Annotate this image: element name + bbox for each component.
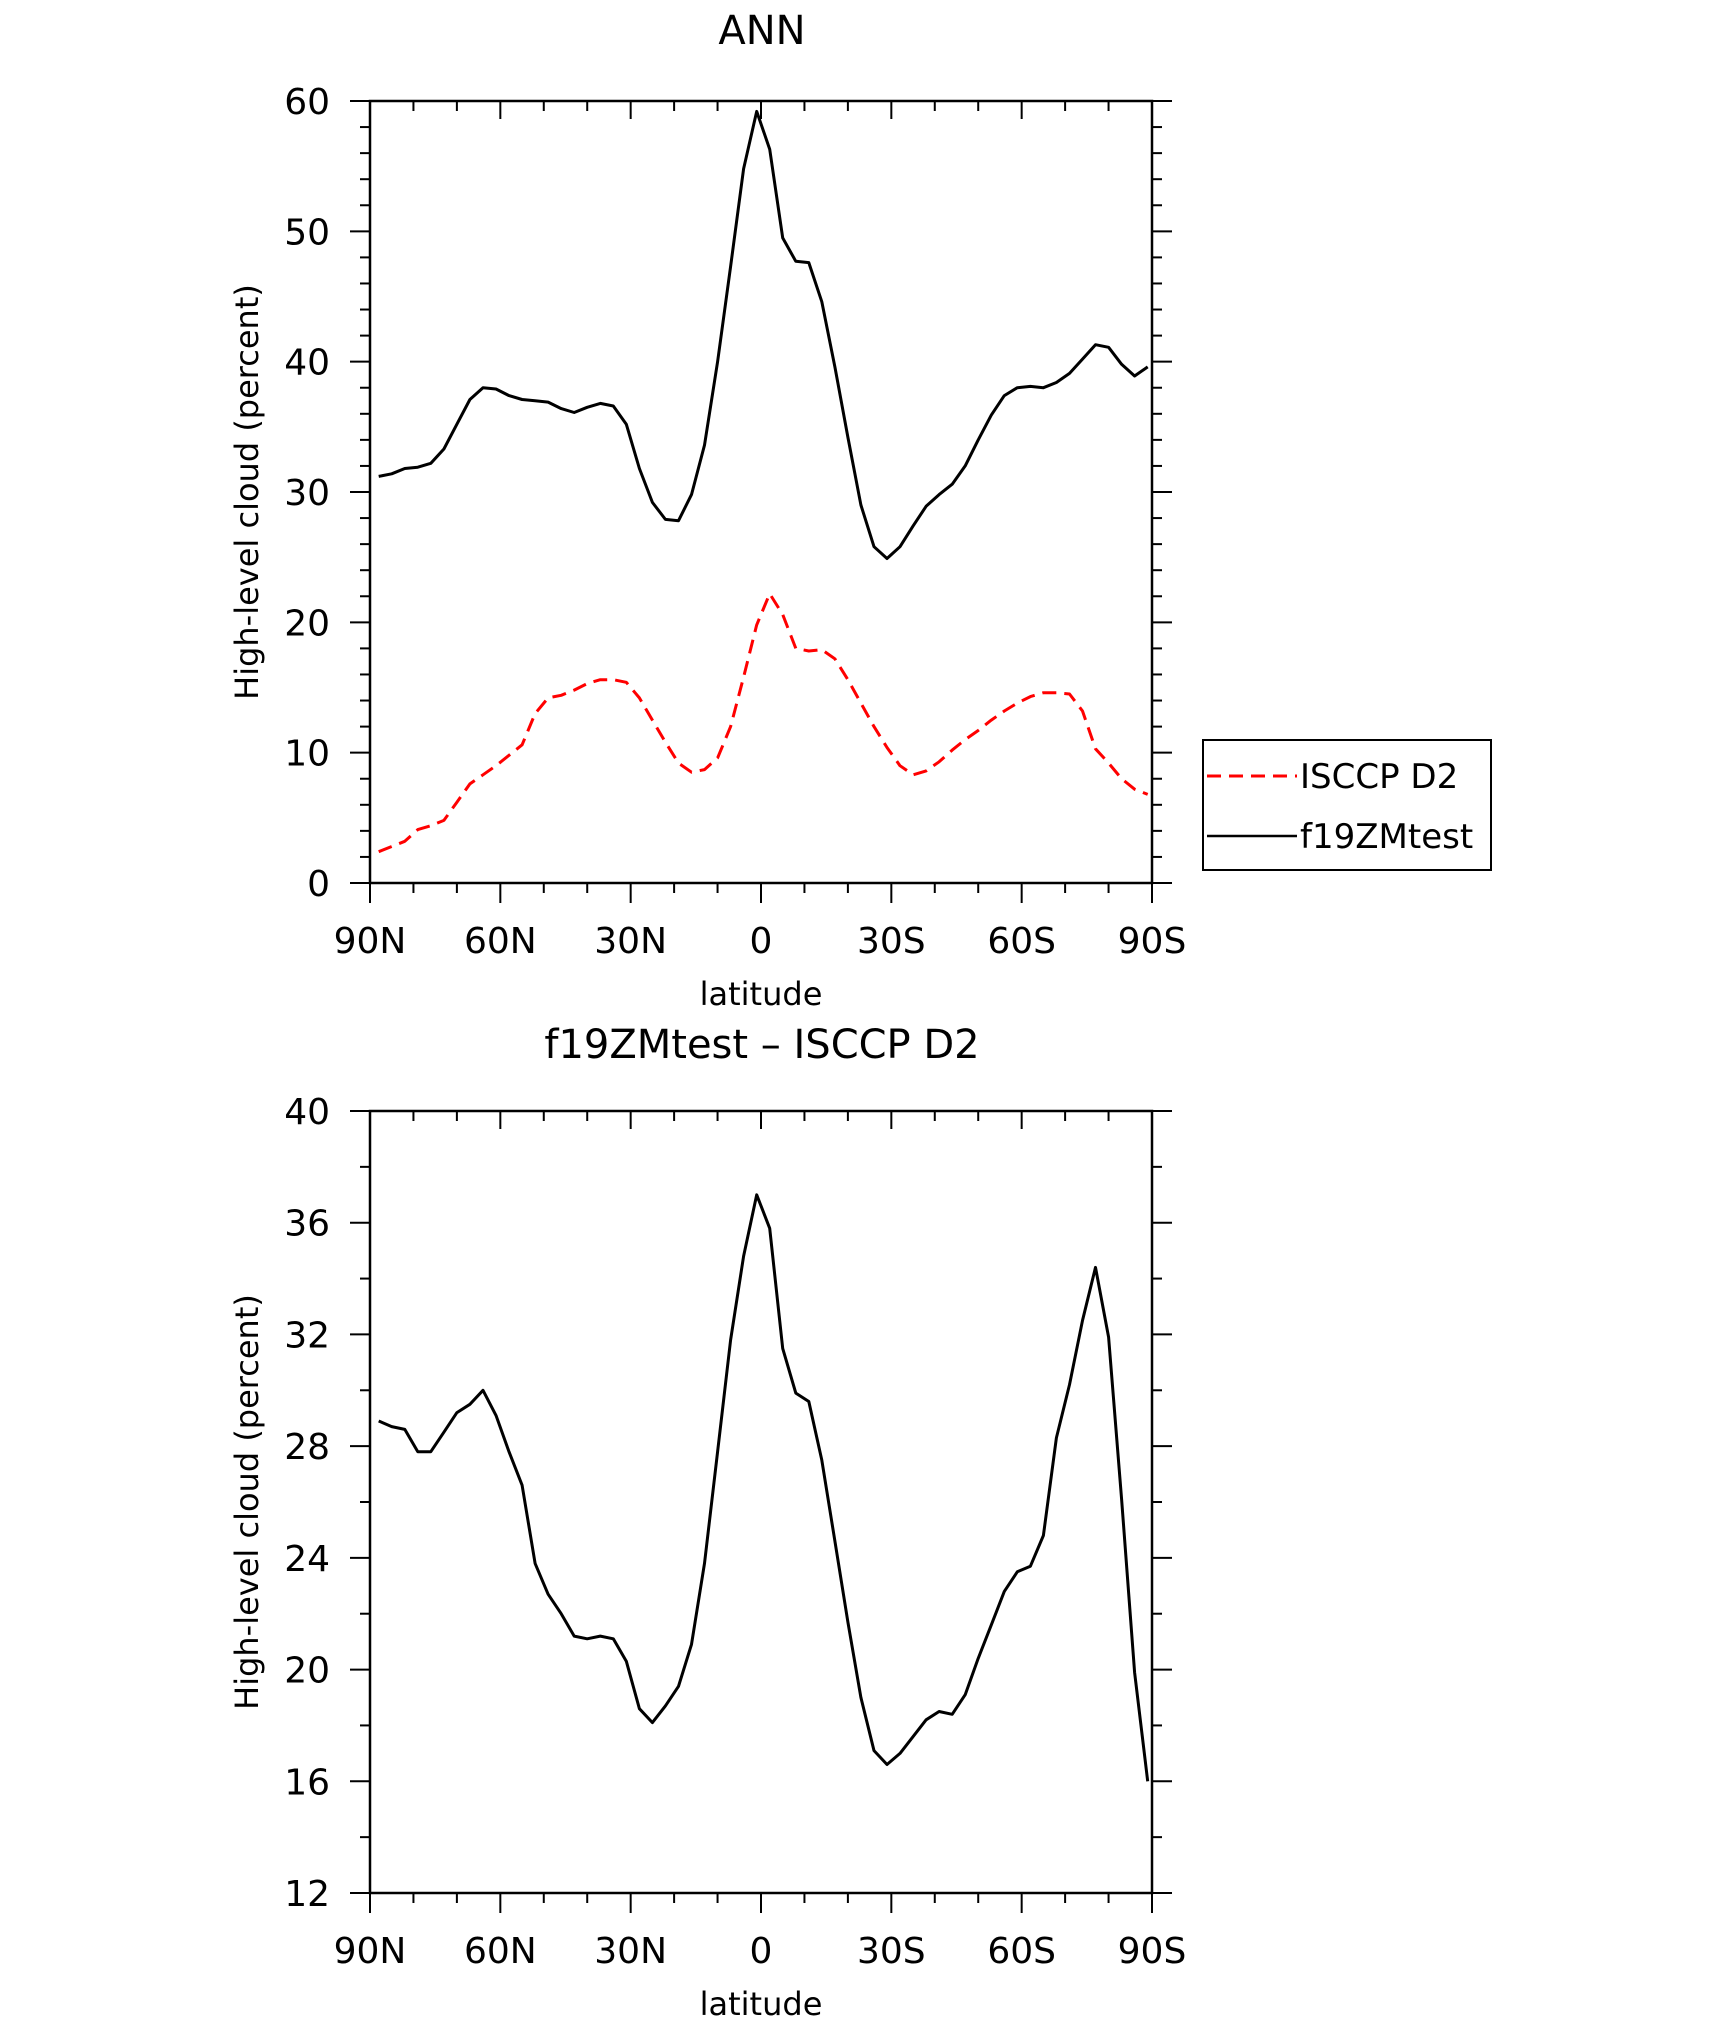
x-tick-label: 90S xyxy=(1118,921,1187,962)
bottom-y-axis-label: High-level cloud (percent) xyxy=(228,1294,266,1710)
top-axis-ticks xyxy=(350,100,1172,903)
y-tick-label: 24 xyxy=(284,1539,330,1580)
x-tick-label: 90N xyxy=(334,921,407,962)
top-plot-area xyxy=(378,109,1149,854)
top-y-axis-label: High-level cloud (percent) xyxy=(228,284,266,700)
x-tick-label: 90S xyxy=(1118,1931,1187,1972)
bottom-axis-ticks xyxy=(350,1110,1172,1913)
legend-box xyxy=(1202,739,1492,871)
top-chart-title: ANN xyxy=(718,8,805,54)
y-tick-label: 36 xyxy=(284,1204,330,1245)
bottom-plot-area xyxy=(378,1193,1150,1782)
y-tick-label: 30 xyxy=(284,473,330,514)
x-tick-label: 30S xyxy=(857,921,926,962)
x-tick-label: 30N xyxy=(594,1931,667,1972)
y-tick-label: 16 xyxy=(284,1762,330,1803)
x-tick-label: 30N xyxy=(594,921,667,962)
y-tick-label: 40 xyxy=(284,343,330,384)
bottom-series-line-0 xyxy=(378,1193,1150,1782)
x-tick-label: 30S xyxy=(857,1931,926,1972)
bottom-x-tick-labels: 90N 60N 30N 0 30S 60S 90S xyxy=(334,1931,1187,1972)
top-x-axis-label: latitude xyxy=(700,975,823,1013)
y-tick-label: 50 xyxy=(284,212,330,253)
top-y-tick-labels: 0 10 20 30 40 50 60 xyxy=(284,82,330,905)
y-tick-label: 20 xyxy=(284,1651,330,1692)
top-series-line-1 xyxy=(378,109,1149,560)
x-tick-label: 60N xyxy=(464,1931,537,1972)
top-panel: ANN 0 10 20 30 40 50 60 90N 60N 30N 0 30S 60S 90S la… xyxy=(228,8,1492,1013)
top-plot-frame xyxy=(368,99,1154,885)
x-tick-label: 0 xyxy=(750,921,773,962)
y-tick-label: 20 xyxy=(284,603,330,644)
x-tick-label: 60N xyxy=(464,921,537,962)
bottom-x-axis-label: latitude xyxy=(700,1985,823,2021)
x-tick-label: 0 xyxy=(750,1931,773,1972)
legend-f19-label: f19ZMtest xyxy=(1300,817,1473,857)
legend-isccp-label: ISCCP D2 xyxy=(1300,757,1458,797)
y-tick-label: 10 xyxy=(284,734,330,775)
y-tick-label: 12 xyxy=(284,1874,330,1915)
y-tick-label: 32 xyxy=(284,1315,330,1356)
bottom-y-tick-labels: 12 16 20 24 28 32 36 40 xyxy=(284,1092,330,1915)
y-tick-label: 40 xyxy=(284,1092,330,1133)
x-tick-label: 60S xyxy=(987,921,1056,962)
top-series-line-0 xyxy=(378,592,1149,854)
bottom-plot-frame xyxy=(368,1109,1154,1895)
x-tick-label: 90N xyxy=(334,1931,407,1972)
legend: ISCCP D2 f19ZMtest xyxy=(1202,739,1492,871)
top-x-tick-labels: 90N 60N 30N 0 30S 60S 90S xyxy=(334,921,1187,962)
bottom-panel: f19ZMtest – ISCCP D2 12 16 20 24 28 32 36 40 90… xyxy=(228,1022,1186,2021)
y-tick-label: 28 xyxy=(284,1427,330,1468)
y-tick-label: 60 xyxy=(284,82,330,123)
bottom-chart-title: f19ZMtest – ISCCP D2 xyxy=(544,1022,979,1068)
x-tick-label: 60S xyxy=(987,1931,1056,1972)
y-tick-label: 0 xyxy=(307,864,330,905)
